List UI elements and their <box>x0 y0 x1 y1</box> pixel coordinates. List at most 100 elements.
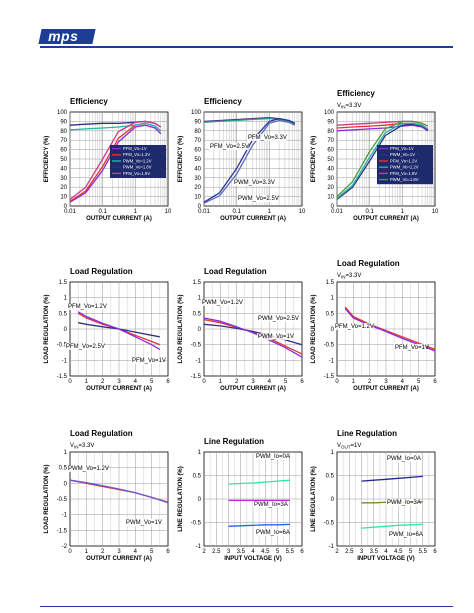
annotation-bg <box>386 499 419 506</box>
y-tick-label: 1 <box>198 450 202 456</box>
chart-subtitle: VOUT=1V <box>337 443 361 450</box>
x-tick-label: 2 <box>101 549 105 555</box>
legend-entry: PFM_Vo=1.2V <box>390 158 417 163</box>
chart-subtitle: VIN=3.3V <box>70 443 94 450</box>
legend-entry: PFM_Vo=1V <box>390 146 414 151</box>
x-tick-label: 5.5 <box>286 549 295 555</box>
legend-entry: PWM_Vo=1.2V <box>123 158 152 163</box>
y-tick-label: 30 <box>60 176 67 182</box>
y-tick-label: 0 <box>64 481 68 487</box>
series-line-pfm-vo-1v <box>69 124 162 203</box>
x-tick-label: 5 <box>150 549 154 555</box>
x-tick-label: 5 <box>409 549 413 555</box>
mps-logo: mps <box>38 28 96 44</box>
annotation-bg <box>237 195 277 202</box>
curve-annotation: PWM_Vo=1.2V <box>68 466 109 472</box>
legend-entry: PFM_Vo=1.8V <box>390 171 417 176</box>
x-tick-label: 4 <box>134 379 138 385</box>
x-tick-label: 5 <box>276 549 280 555</box>
legend-entry: PWM_Vo=1.8V <box>123 165 152 170</box>
y-tick-label: 0.5 <box>326 474 335 480</box>
annotation-bg <box>201 299 241 306</box>
x-tick-label: 0.01 <box>198 209 210 215</box>
legend-entry: PWM_Vo=1.8V <box>390 177 419 182</box>
y-tick-label: 1 <box>64 296 68 302</box>
series-line-pfm-vo-1-8v <box>69 120 162 200</box>
y-tick-label: 20 <box>194 185 201 191</box>
curve-annotation: PWM_Vo=1V <box>258 334 294 340</box>
y-tick-label: 0.5 <box>193 474 202 480</box>
y-tick-label: 90 <box>194 119 201 125</box>
y-tick-label: 0.5 <box>193 311 202 317</box>
y-axis-label: EFFICIENCY (%) <box>44 136 50 183</box>
x-tick-label: 3.5 <box>237 549 246 555</box>
logo-text: mps <box>48 28 79 44</box>
annotation-bg <box>334 323 374 330</box>
y-tick-label: 1 <box>331 450 335 456</box>
y-tick-label: 0 <box>64 204 68 210</box>
x-tick-label: 4 <box>268 379 272 385</box>
curve-annotation: PWM_Vo=1V <box>126 520 162 526</box>
y-tick-label: -1 <box>329 358 335 364</box>
curve-annotation: PFM_Vo=1.2V <box>68 304 107 310</box>
curve-annotation: PWM_Io=0A <box>387 456 421 462</box>
x-tick-label: 0.1 <box>232 209 241 215</box>
y-tick-label: 50 <box>60 157 67 163</box>
legend-entry: PFM_Vo=1.8V <box>123 171 150 176</box>
y-tick-label: 1.5 <box>326 280 335 286</box>
x-tick-label: 0.01 <box>331 209 343 215</box>
x-tick-label: 10 <box>299 209 306 215</box>
y-tick-label: 60 <box>194 148 201 154</box>
curve-annotation: PWM_Vo=3.3V <box>234 180 275 186</box>
y-tick-label: 60 <box>60 148 67 154</box>
x-tick-label: 4 <box>134 549 138 555</box>
series-line-pfm-vo-1v <box>77 311 161 350</box>
x-tick-label: 1 <box>401 209 405 215</box>
curve-annotation: PWM_Io=6A <box>389 532 423 538</box>
x-tick-label: 2 <box>335 549 339 555</box>
x-tick-label: 2.5 <box>212 549 221 555</box>
y-tick-label: 100 <box>57 110 68 116</box>
annotation-bg <box>67 465 107 472</box>
y-tick-label: 100 <box>191 110 202 116</box>
annotation-bg <box>386 455 419 462</box>
y-tick-label: 0 <box>64 327 68 333</box>
chart-lr2: Load Regulation 0 1 2 3 4 5 6 1.5 1 0.5 0 -0.5 -1 -1.5… <box>178 267 304 392</box>
series-line-pwm-vo-3-3v <box>203 117 296 203</box>
curve-annotation: PWM_Io=6A <box>256 530 290 536</box>
x-axis-label: OUTPUT CURRENT (A) <box>220 216 286 222</box>
chart-title: Load Regulation <box>70 429 133 438</box>
y-tick-label: 10 <box>60 195 67 201</box>
series-line-pwm-vo-1v <box>336 123 429 200</box>
x-tick-label: 1 <box>134 209 138 215</box>
x-tick-label: 3 <box>251 379 255 385</box>
series-line-pwm-vo-1v <box>203 317 303 358</box>
annotation-bg <box>255 529 288 536</box>
x-tick-label: 0 <box>68 549 72 555</box>
x-axis-label: OUTPUT CURRENT (A) <box>353 216 419 222</box>
curve-annotation: PFM_Vo=2.5V <box>66 344 105 350</box>
footer-rule <box>40 606 453 607</box>
y-tick-label: 20 <box>60 185 67 191</box>
x-axis-label: OUTPUT CURRENT (A) <box>353 386 419 392</box>
x-tick-label: 3 <box>227 549 231 555</box>
series-line-pwm-io-0a <box>228 479 290 485</box>
series-line-pwm-io-6a <box>361 523 423 529</box>
legend-entry: PWM_Vo=1.2V <box>390 165 419 170</box>
series-line-pwm-vo-1-2v <box>69 122 162 132</box>
x-tick-label: 1 <box>268 209 272 215</box>
series-line-pwm-io-0a <box>361 475 423 482</box>
legend-entry: PFM_Vo=1V <box>123 146 147 151</box>
y-tick-label: -1.5 <box>57 374 68 380</box>
legend-entry: PFM_Vo=1.2V <box>123 152 150 157</box>
x-tick-label: 4.5 <box>261 549 270 555</box>
x-tick-label: 5.5 <box>419 549 428 555</box>
y-tick-label: 0 <box>198 497 202 503</box>
x-tick-label: 3 <box>117 549 121 555</box>
y-tick-label: 50 <box>194 157 201 163</box>
x-tick-label: 0 <box>335 379 339 385</box>
x-tick-label: 4 <box>401 379 405 385</box>
x-tick-label: 2.5 <box>345 549 354 555</box>
x-tick-label: 1 <box>219 379 223 385</box>
